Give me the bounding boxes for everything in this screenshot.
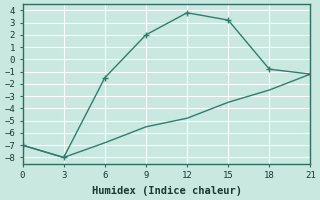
X-axis label: Humidex (Indice chaleur): Humidex (Indice chaleur) (92, 186, 242, 196)
